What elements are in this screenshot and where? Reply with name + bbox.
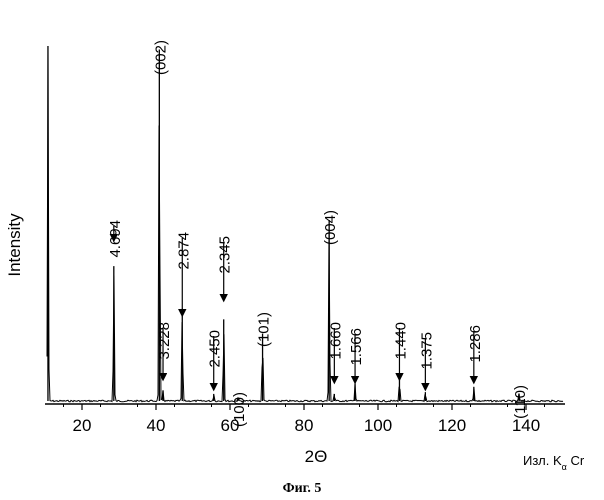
peak-annotation-label: (110) [512, 385, 529, 419]
peak-annotation-label: 3.228 [156, 322, 173, 360]
peak-annotation: 1.375 [418, 332, 435, 389]
peak-annotation-label: (004) [322, 210, 339, 245]
peak-annotation: (110) [512, 385, 529, 419]
x-axis: 20406080100120140 [45, 404, 565, 435]
peak-annotation: 2.874 [175, 232, 192, 315]
peak-annotation: (004) [322, 210, 339, 245]
radiation-label: Изл. Kα Cr [523, 453, 585, 472]
peak-annotation: (101) [256, 312, 273, 347]
peak-annotation-label: (100) [231, 392, 248, 427]
spectrum-line [47, 47, 563, 401]
peak-annotation: 1.566 [348, 328, 365, 382]
peak-annotation: 1.286 [467, 325, 484, 382]
x-tick-label: 80 [295, 416, 314, 435]
peak-annotation-label: 1.566 [348, 328, 365, 366]
x-axis-label: 2Θ [305, 447, 328, 466]
peak-annotation: 1.440 [392, 322, 409, 379]
x-tick-label: 40 [147, 416, 166, 435]
peak-annotation-label: 2.450 [207, 330, 224, 368]
plot-area [47, 46, 563, 402]
peak-annotation-label: 1.286 [467, 325, 484, 363]
figure-caption: Фиг. 5 [283, 481, 322, 496]
peak-annotation-label: 2.345 [217, 236, 234, 274]
peak-annotation: 2.345 [217, 236, 234, 300]
peak-annotation: (002) [152, 40, 169, 75]
peak-annotation: 2.450 [207, 330, 224, 389]
peak-annotation-label: (002) [152, 40, 169, 75]
peak-annotation-label: 4.694 [107, 220, 124, 258]
peak-annotation: (100) [231, 392, 248, 427]
peak-annotations: 4.694 (002) 3.228 2.874 2.450 2.345 (100) (101)… [107, 40, 529, 427]
peak-annotation: 4.694 [107, 220, 124, 258]
peak-annotation-label: 1.440 [392, 322, 409, 360]
peak-annotation-label: 2.874 [175, 232, 192, 270]
peak-annotation-label: 1.375 [418, 332, 435, 370]
y-axis-label: Intensity [5, 213, 24, 277]
x-tick-label: 120 [438, 416, 466, 435]
peak-annotation-label: (101) [256, 312, 273, 347]
peak-annotation-label: 1.660 [327, 322, 344, 360]
x-tick-label: 20 [73, 416, 92, 435]
x-tick-label: 100 [364, 416, 392, 435]
